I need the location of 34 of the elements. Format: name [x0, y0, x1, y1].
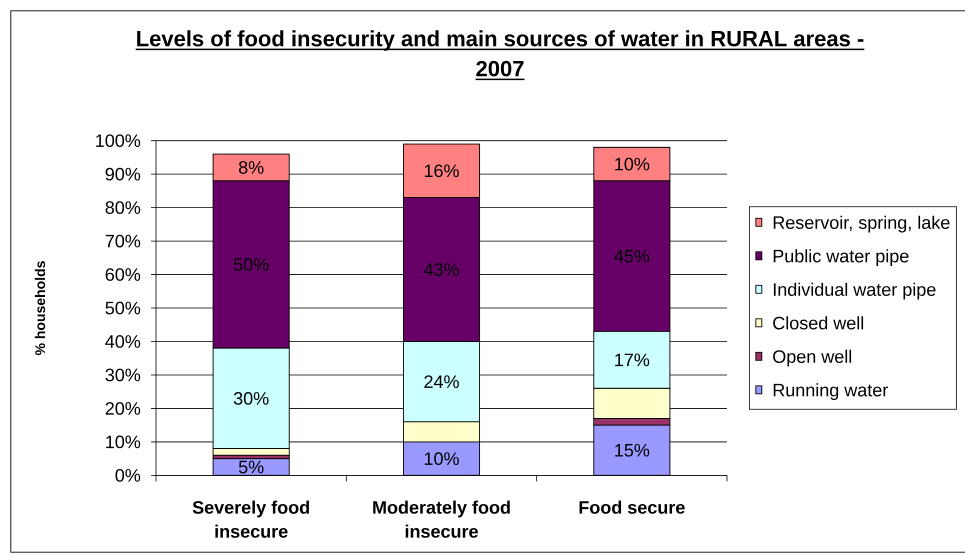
data-label: 10% — [424, 452, 459, 466]
y-tick-label: 90% — [106, 168, 140, 181]
legend-label: Running water — [774, 383, 888, 400]
y-tick-label: 80% — [106, 201, 140, 214]
y-tick-label: 30% — [105, 368, 140, 382]
legend-label: Closed well — [773, 316, 864, 330]
data-label: 5% — [238, 460, 264, 474]
data-label: 16% — [424, 164, 459, 178]
data-label: 17% — [615, 354, 650, 366]
data-label: 8% — [238, 161, 264, 174]
data-label: 15% — [615, 444, 650, 457]
y-tick-label: 60% — [106, 268, 140, 281]
x-tick-label: Severely food insecure — [192, 500, 309, 538]
x-tick-label: Food secure — [580, 500, 685, 514]
data-label: 50% — [234, 258, 269, 271]
legend-label: Public water pipe — [774, 249, 909, 266]
chart-title: Levels of food insecurity and main sources of water in RURAL areas - 2007 — [137, 30, 864, 76]
y-tick-label: 20% — [106, 402, 140, 415]
data-label: 10% — [615, 158, 650, 170]
data-label: 24% — [424, 375, 459, 388]
y-tick-label: 50% — [106, 302, 140, 314]
y-tick-label: 100% — [96, 134, 140, 148]
y-tick-label: 10% — [106, 436, 140, 448]
data-label: 45% — [614, 250, 650, 262]
y-tick-label: 40% — [105, 335, 140, 348]
y-axis-title: % households — [34, 261, 46, 356]
legend-label: Open well — [773, 350, 852, 367]
x-tick-label: Moderately food insecure — [373, 500, 510, 538]
y-tick-label: 70% — [106, 234, 140, 248]
legend-label: Individual water pipe — [774, 282, 936, 300]
data-label: 43% — [424, 263, 459, 276]
data-label: 30% — [234, 392, 269, 405]
legend-label: Reservoir, spring, lake — [774, 216, 950, 233]
y-tick-label: 0% — [115, 469, 140, 482]
